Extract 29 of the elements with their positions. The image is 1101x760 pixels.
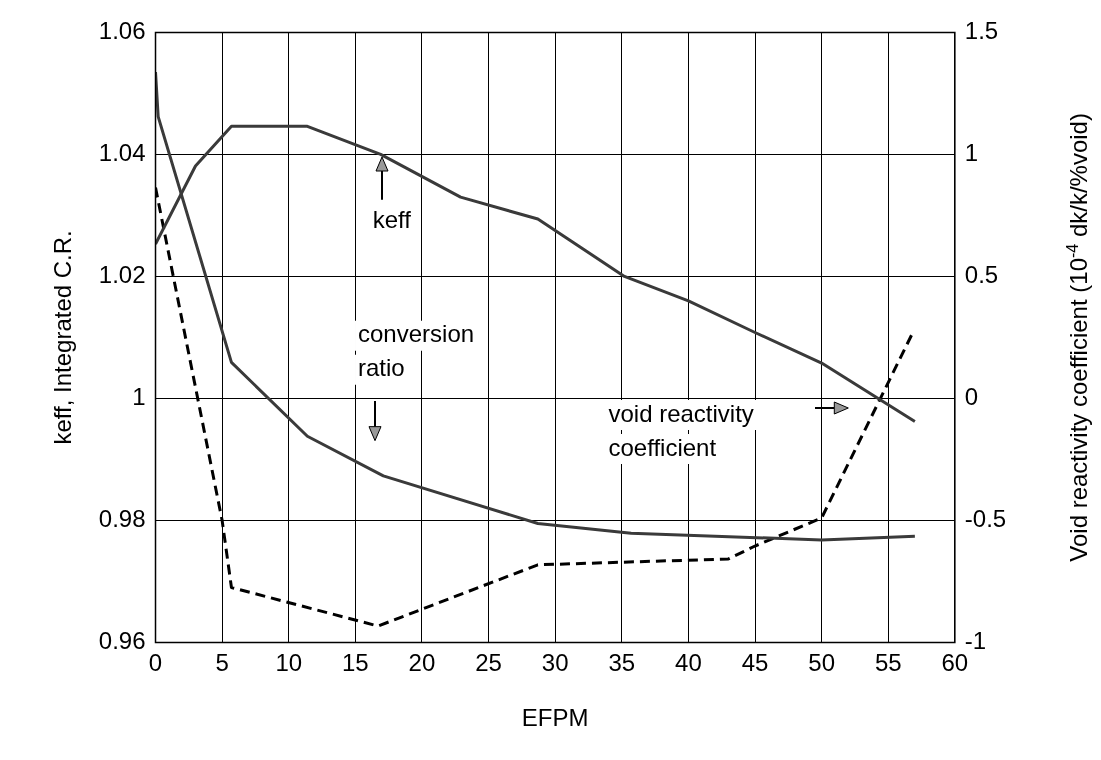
x-tick-label: 25 (475, 649, 502, 677)
annotation: void reactivity coefficient (608, 399, 754, 461)
y-axis-title: keff, Integrated C.R. (49, 230, 77, 445)
x-tick-label: 0 (148, 649, 163, 677)
y-tick-label: 1 (132, 383, 146, 411)
y2-tick-label: 0.5 (964, 261, 999, 289)
x-axis-title: EFPM (521, 704, 589, 732)
x-tick-label: 30 (541, 649, 569, 677)
x-tick-label: 35 (608, 649, 636, 677)
x-tick-label: 55 (874, 649, 902, 677)
y-tick-label: 1.04 (98, 139, 146, 167)
annotation: keff (372, 206, 412, 234)
y-tick-label: 1.02 (98, 261, 146, 289)
y-tick-label: 0.96 (98, 627, 146, 655)
y-tick-label: 0.98 (98, 505, 146, 533)
x-tick-label: 40 (675, 649, 702, 677)
y2-tick-label: 0 (964, 383, 979, 411)
x-tick-label: 10 (275, 649, 303, 677)
y-tick-label: 1.06 (98, 17, 146, 45)
x-tick-label: 50 (808, 649, 835, 677)
y2-tick-label: 1.5 (964, 17, 999, 45)
x-tick-label: 5 (215, 649, 229, 677)
y2-tick-label: 1 (964, 139, 979, 167)
x-tick-label: 45 (741, 649, 769, 677)
y2-tick-label: -0.5 (964, 505, 1007, 533)
x-tick-label: 15 (341, 649, 369, 677)
x-tick-label: 20 (408, 649, 436, 677)
y2-axis-title: Void reactivity coefficient (10-4 dk/k/%void) (1064, 113, 1092, 562)
annotation: conversion ratio (358, 320, 475, 382)
